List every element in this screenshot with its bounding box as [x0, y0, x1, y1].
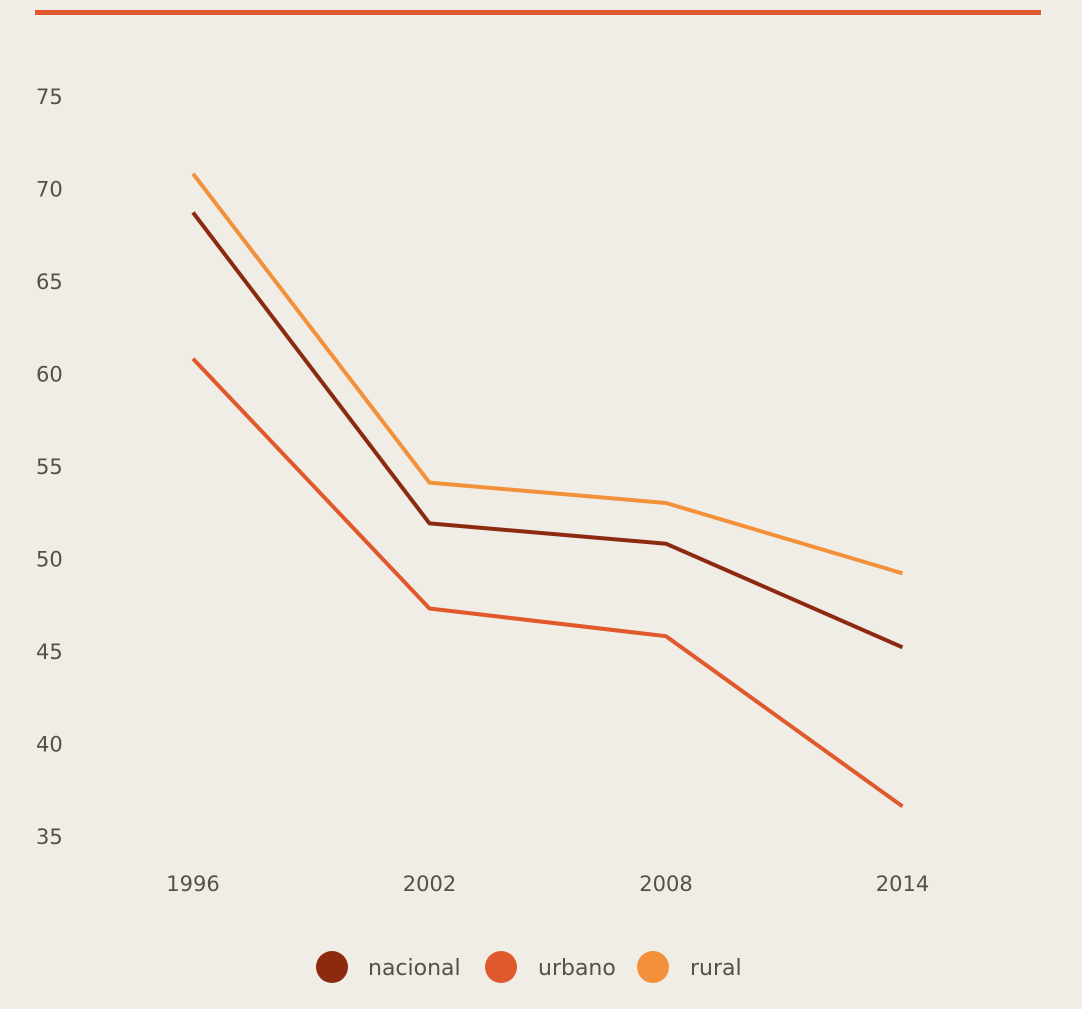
y-tick-label: 55	[36, 455, 63, 479]
series-line-rural	[191, 172, 904, 576]
series-line-urbano	[191, 357, 904, 809]
x-axis-ticks: 1996 2002 2008 2014	[166, 872, 929, 896]
y-tick-label: 70	[36, 178, 63, 202]
x-tick-label: 2014	[876, 872, 929, 896]
y-tick-label: 60	[36, 363, 63, 387]
top-rule	[35, 10, 1041, 15]
legend-swatch-urbano	[485, 951, 517, 983]
x-tick-label: 2008	[639, 872, 692, 896]
y-tick-label: 45	[36, 640, 63, 664]
legend-label-nacional: nacional	[368, 956, 461, 981]
y-tick-label: 75	[36, 85, 63, 109]
legend: nacional urbano rural	[316, 951, 742, 983]
y-tick-label: 50	[36, 548, 63, 572]
y-tick-label: 35	[36, 825, 63, 849]
legend-label-rural: rural	[690, 956, 742, 981]
x-tick-label: 1996	[166, 872, 219, 896]
legend-label-urbano: urbano	[538, 956, 616, 981]
y-tick-label: 40	[36, 733, 63, 757]
series-lines	[191, 172, 904, 809]
legend-swatch-rural	[637, 951, 669, 983]
legend-swatch-nacional	[316, 951, 348, 983]
y-axis-ticks: 75 70 65 60 55 50 45 40 35	[36, 85, 63, 849]
series-line-nacional	[191, 211, 904, 650]
y-tick-label: 65	[36, 270, 63, 294]
x-tick-label: 2002	[403, 872, 456, 896]
